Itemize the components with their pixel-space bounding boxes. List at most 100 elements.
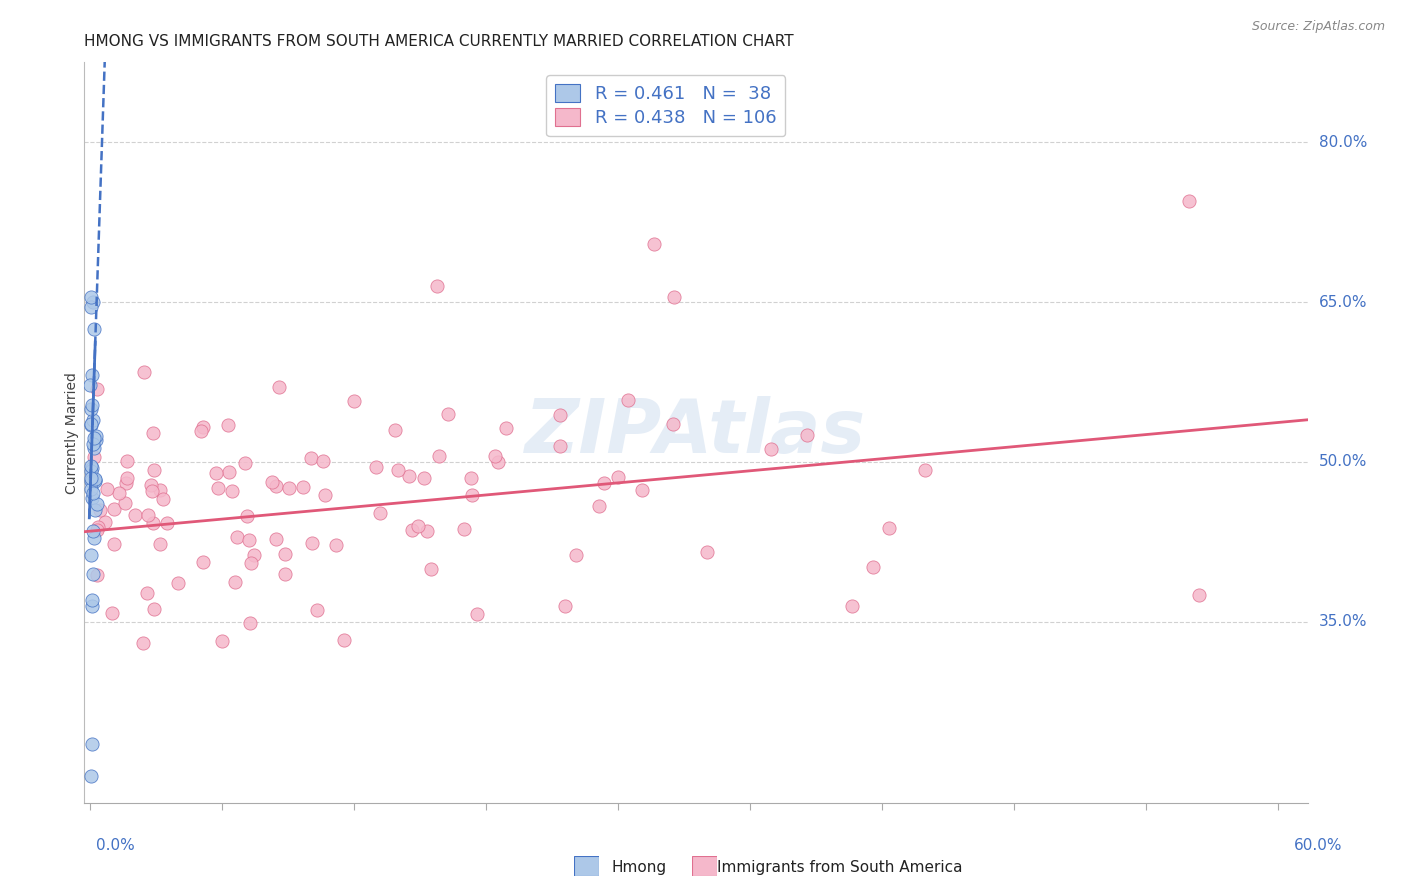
Point: [115, 471, 138, 485]
Point: [278, 481, 301, 495]
Point: [841, 599, 863, 613]
Point: [136, 508, 159, 522]
Point: [132, 636, 155, 650]
Y-axis label: Currently Married: Currently Married: [65, 372, 79, 493]
Point: [204, 466, 226, 480]
Point: [148, 537, 170, 551]
Point: [495, 421, 517, 435]
Point: [325, 538, 347, 552]
Point: [274, 566, 297, 581]
Point: [101, 606, 124, 620]
Point: [696, 545, 718, 559]
Point: [233, 456, 256, 470]
Point: [115, 454, 138, 468]
Point: [152, 491, 174, 506]
Point: [80, 474, 103, 488]
Point: [190, 424, 212, 438]
Point: [314, 488, 336, 502]
Point: [262, 475, 284, 489]
Point: [135, 585, 157, 599]
Point: [84, 472, 107, 486]
Point: [1188, 588, 1211, 602]
Point: [225, 530, 247, 544]
Point: [84, 473, 107, 487]
Point: [630, 483, 652, 497]
Point: [84, 429, 107, 443]
Point: [80, 475, 103, 490]
Point: [80, 593, 103, 607]
Point: [82, 491, 104, 506]
Point: [80, 769, 103, 783]
Point: [86, 520, 108, 534]
Point: [606, 470, 628, 484]
Point: [862, 559, 884, 574]
Point: [80, 599, 103, 613]
Point: [465, 607, 488, 622]
Point: [79, 548, 101, 562]
Point: [419, 562, 441, 576]
Point: [224, 575, 246, 590]
Point: [132, 365, 155, 379]
Point: [82, 398, 104, 412]
Point: [486, 455, 509, 469]
Point: [387, 462, 409, 476]
Point: [235, 508, 257, 523]
Point: [548, 408, 571, 422]
Point: [80, 471, 103, 485]
Point: [267, 379, 290, 393]
Point: [484, 449, 506, 463]
Point: [412, 471, 434, 485]
Point: [914, 463, 936, 477]
Point: [79, 378, 101, 392]
Point: [554, 599, 576, 613]
Point: [80, 368, 103, 382]
Point: [406, 519, 429, 533]
Point: [80, 482, 103, 496]
Point: [643, 236, 665, 251]
Text: 50.0%: 50.0%: [1319, 454, 1367, 469]
Point: [139, 478, 162, 492]
Point: [80, 464, 103, 478]
Point: [274, 547, 297, 561]
Point: [86, 568, 108, 582]
Point: [617, 392, 640, 407]
Point: [664, 290, 686, 304]
Point: [82, 524, 104, 538]
Point: [416, 524, 439, 539]
Point: [311, 454, 333, 468]
Text: 35.0%: 35.0%: [1319, 615, 1367, 629]
Point: [86, 523, 108, 537]
Point: [364, 459, 387, 474]
Point: [108, 486, 131, 500]
Point: [84, 475, 107, 489]
Point: [142, 463, 165, 477]
Point: [80, 459, 103, 474]
Point: [193, 420, 215, 434]
Point: [343, 394, 366, 409]
Point: [86, 382, 108, 396]
Point: [333, 633, 356, 648]
Point: [877, 521, 900, 535]
Point: [114, 496, 136, 510]
Point: [368, 507, 391, 521]
Point: [94, 515, 117, 529]
Point: [143, 602, 166, 616]
Point: [80, 301, 103, 315]
Text: 65.0%: 65.0%: [1319, 294, 1367, 310]
Text: 0.0%: 0.0%: [96, 838, 135, 853]
Point: [80, 417, 103, 431]
Text: HMONG VS IMMIGRANTS FROM SOUTH AMERICA CURRENTLY MARRIED CORRELATION CHART: HMONG VS IMMIGRANTS FROM SOUTH AMERICA C…: [84, 34, 794, 49]
Text: 80.0%: 80.0%: [1319, 135, 1367, 150]
Point: [398, 468, 420, 483]
Point: [115, 476, 138, 491]
Point: [103, 537, 125, 551]
Point: [266, 479, 288, 493]
Point: [83, 322, 105, 336]
Point: [82, 413, 104, 427]
Point: [82, 436, 104, 450]
Point: [191, 555, 214, 569]
Point: [217, 417, 239, 432]
Point: [264, 533, 287, 547]
Point: [384, 423, 406, 437]
Point: [79, 401, 101, 416]
